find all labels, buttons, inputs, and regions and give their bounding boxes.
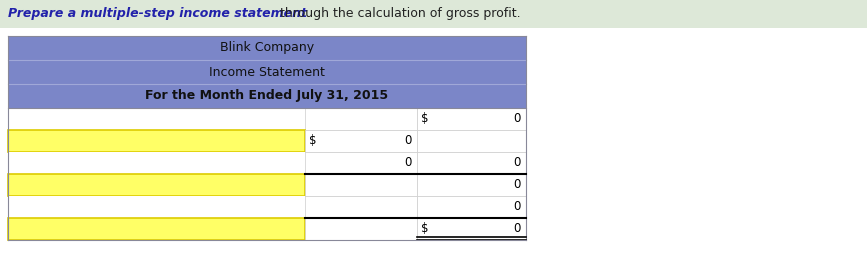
Text: 0: 0 (513, 222, 521, 235)
Bar (8, 130, 305, 152)
Bar (8, 108, 305, 130)
Bar (8, 130, 305, 152)
Bar (305, 196, 417, 218)
Text: Income Statement: Income Statement (209, 65, 325, 78)
Bar (8, 174, 305, 196)
Text: $: $ (420, 222, 428, 235)
Text: $: $ (420, 113, 428, 125)
Bar (417, 174, 526, 196)
Text: Prepare a multiple-step income statement: Prepare a multiple-step income statement (8, 8, 307, 21)
Bar (0, 0, 867, 28)
Bar (417, 196, 526, 218)
Text: 0: 0 (513, 200, 521, 214)
Bar (8, 84, 526, 108)
Text: 0: 0 (513, 179, 521, 191)
Bar (305, 218, 417, 240)
Bar (417, 152, 526, 174)
Text: For the Month Ended July 31, 2015: For the Month Ended July 31, 2015 (146, 89, 388, 103)
Text: 0: 0 (404, 134, 412, 148)
Text: 0: 0 (513, 113, 521, 125)
Bar (417, 218, 526, 240)
Text: Blink Company: Blink Company (220, 42, 314, 54)
Bar (417, 108, 526, 130)
Text: 0: 0 (513, 156, 521, 169)
Bar (305, 108, 417, 130)
Bar (8, 218, 305, 240)
Bar (8, 218, 305, 240)
Bar (305, 152, 417, 174)
Bar (8, 60, 526, 84)
Bar (8, 152, 305, 174)
Bar (8, 174, 305, 196)
Bar (417, 130, 526, 152)
Bar (8, 36, 526, 60)
Bar (305, 174, 417, 196)
Bar (305, 130, 417, 152)
Text: through the calculation of gross profit.: through the calculation of gross profit. (276, 8, 520, 21)
Text: 0: 0 (404, 156, 412, 169)
Bar (8, 196, 305, 218)
Text: $: $ (310, 134, 316, 148)
